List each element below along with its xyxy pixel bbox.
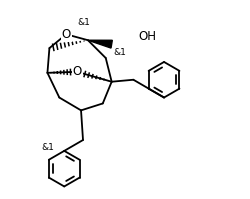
Text: OH: OH	[138, 30, 156, 43]
Polygon shape	[88, 40, 112, 48]
Text: O: O	[72, 65, 82, 78]
Text: &1: &1	[77, 18, 90, 27]
Text: &1: &1	[113, 48, 126, 57]
Text: O: O	[61, 28, 70, 41]
Text: &1: &1	[41, 143, 54, 152]
